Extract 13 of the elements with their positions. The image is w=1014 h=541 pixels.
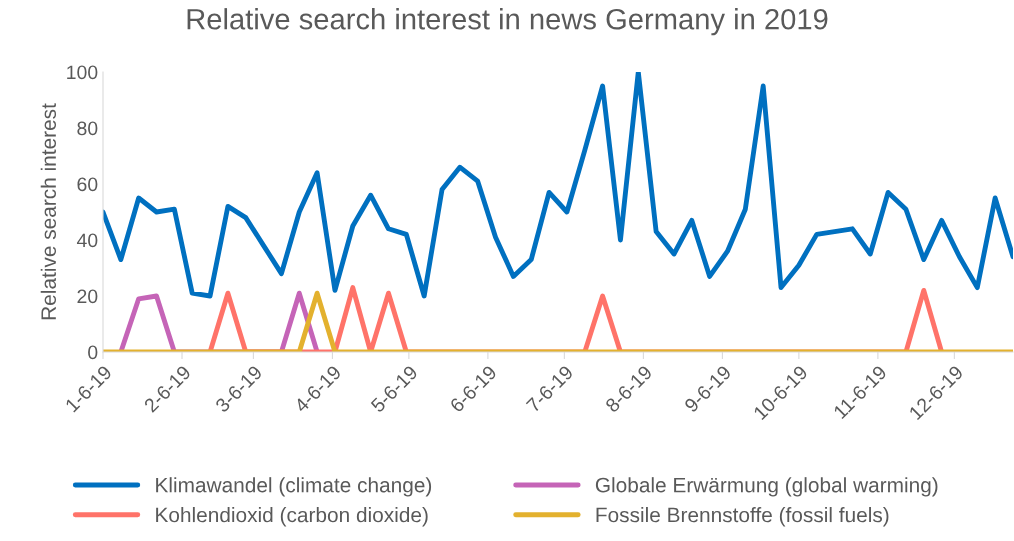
y-tick-label: 40 — [76, 233, 98, 248]
line-series — [103, 72, 1013, 299]
y-tick-label: 80 — [77, 121, 98, 136]
legend-label: Klimawandel (climate change) — [156, 477, 432, 497]
y-tick-label: 60 — [77, 177, 98, 192]
legend-label: Globale Erwärmung (global warming) — [595, 477, 938, 497]
y-tick-label: 0 — [88, 345, 98, 360]
y-tick-label: 100 — [67, 65, 98, 80]
y-axis-title: Relative search interest — [40, 103, 57, 320]
chart-title: Relative search interest in news Germany in 2019 — [187, 8, 828, 36]
legend-label: Fossile Brennstoffe (fossil fuels) — [596, 507, 889, 527]
y-tick-label: 20 — [77, 289, 98, 304]
legend-label: Kohlendioxid (carbon dioxide) — [156, 507, 428, 527]
